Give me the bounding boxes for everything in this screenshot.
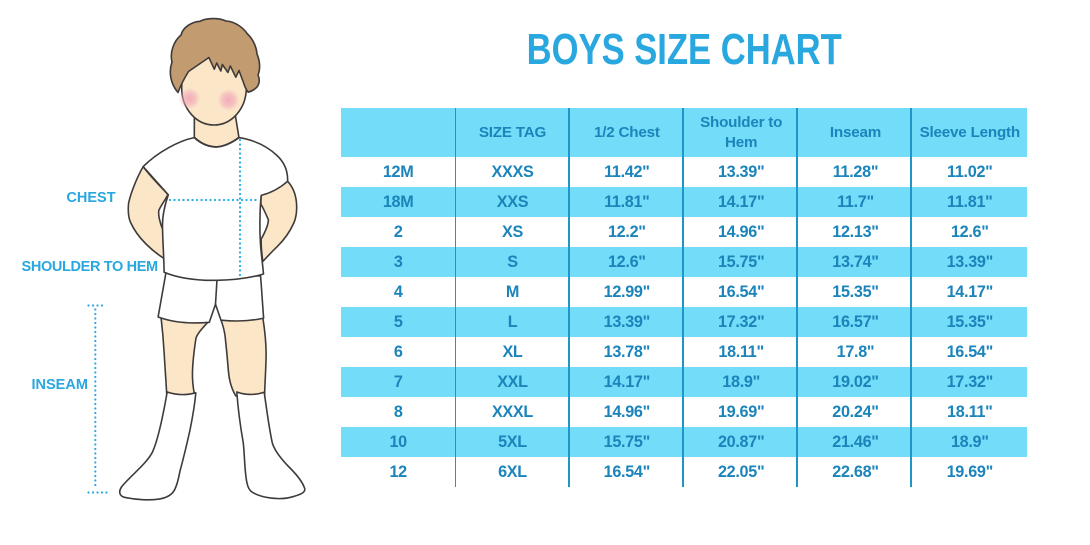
- svg-text:INSEAM: INSEAM: [32, 377, 88, 393]
- svg-text:CHEST: CHEST: [66, 190, 115, 206]
- svg-text:SHOULDER TO HEM: SHOULDER TO HEM: [22, 259, 159, 275]
